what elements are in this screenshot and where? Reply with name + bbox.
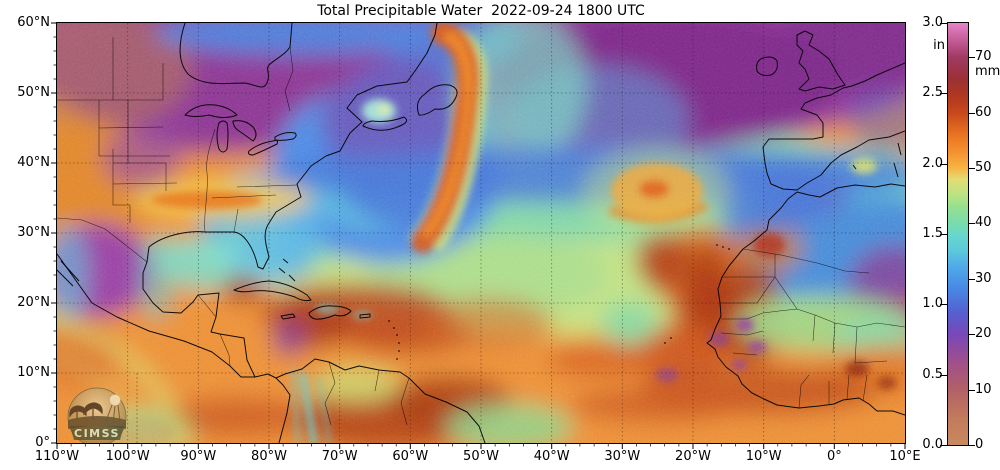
- x-axis-label: 100°W: [105, 449, 150, 464]
- map-title: Total Precipitable Water 2022-09-24 1800…: [317, 3, 645, 19]
- colorbar-tick: [968, 57, 975, 59]
- colorbar-tick: [940, 163, 947, 165]
- colorbar-tick: [968, 223, 975, 225]
- x-axis-label: 50°W: [463, 449, 499, 464]
- y-axis-label: 50°N: [17, 85, 50, 100]
- colorbar-tick: [940, 374, 947, 376]
- colorbar-label-mm: 70: [975, 49, 992, 65]
- colorbar-label-inches: 3.0: [922, 15, 943, 30]
- logo-text: CIMSS: [74, 427, 120, 440]
- y-axis-label: 20°N: [17, 295, 50, 310]
- y-axis-label: 40°N: [17, 155, 50, 170]
- colorbar: [947, 22, 969, 446]
- colorbar-label-inches: 1.5: [922, 226, 943, 241]
- colorbar-label-inches: 2.0: [922, 155, 943, 171]
- logo-sun-icon: [109, 394, 121, 406]
- x-axis-label: 80°W: [251, 449, 287, 464]
- tpw-field-map: CIMSS: [57, 23, 905, 443]
- colorbar-tick: [940, 93, 947, 95]
- colorbar-label-mm: 20: [975, 326, 992, 342]
- x-axis-label: 0°: [826, 449, 842, 464]
- y-axis-label: 30°N: [17, 225, 50, 240]
- colorbar-tick: [940, 445, 947, 446]
- y-axis-label: 10°N: [17, 365, 50, 380]
- x-axis-label: 20°W: [675, 449, 711, 464]
- x-axis-label: 10°W: [745, 449, 782, 464]
- x-axis-label: 10°E: [889, 449, 921, 464]
- x-axis-label: 110°W: [34, 449, 80, 464]
- x-axis-label: 60°W: [392, 449, 429, 464]
- colorbar-tick: [968, 278, 975, 280]
- colorbar-unit-mm: mm: [975, 64, 1000, 79]
- colorbar-label-mm: 60: [975, 104, 992, 120]
- colorbar-unit-inches: in: [933, 38, 945, 53]
- x-axis-label: 40°W: [533, 449, 570, 464]
- map-canvas: CIMSS: [56, 22, 906, 444]
- colorbar-tick: [968, 112, 975, 114]
- colorbar-label-mm: 50: [975, 160, 992, 176]
- colorbar-tick: [940, 304, 947, 306]
- x-axis-label: 90°W: [180, 449, 217, 464]
- colorbar-tick: [968, 445, 975, 446]
- colorbar-label-mm: 0: [975, 437, 984, 452]
- x-axis-label: 30°W: [604, 449, 641, 464]
- y-axis-label: 0°: [35, 435, 50, 450]
- colorbar-tick: [968, 334, 975, 336]
- colorbar-label-inches: 0.0: [922, 437, 943, 452]
- y-axis-label: 60°N: [17, 15, 50, 30]
- colorbar-label-inches: 1.0: [922, 296, 943, 312]
- colorbar-tick: [968, 389, 975, 391]
- colorbar-label-inches: 0.5: [922, 366, 943, 382]
- colorbar-tick: [968, 168, 975, 170]
- colorbar-tick: [940, 23, 947, 24]
- colorbar-label-mm: 30: [975, 270, 992, 286]
- colorbar-tick: [940, 234, 947, 235]
- colorbar-label-mm: 40: [975, 215, 992, 231]
- colorbar-label-inches: 2.5: [922, 85, 943, 101]
- colorbar-label-mm: 10: [975, 381, 992, 397]
- x-axis-label: 70°W: [321, 449, 358, 464]
